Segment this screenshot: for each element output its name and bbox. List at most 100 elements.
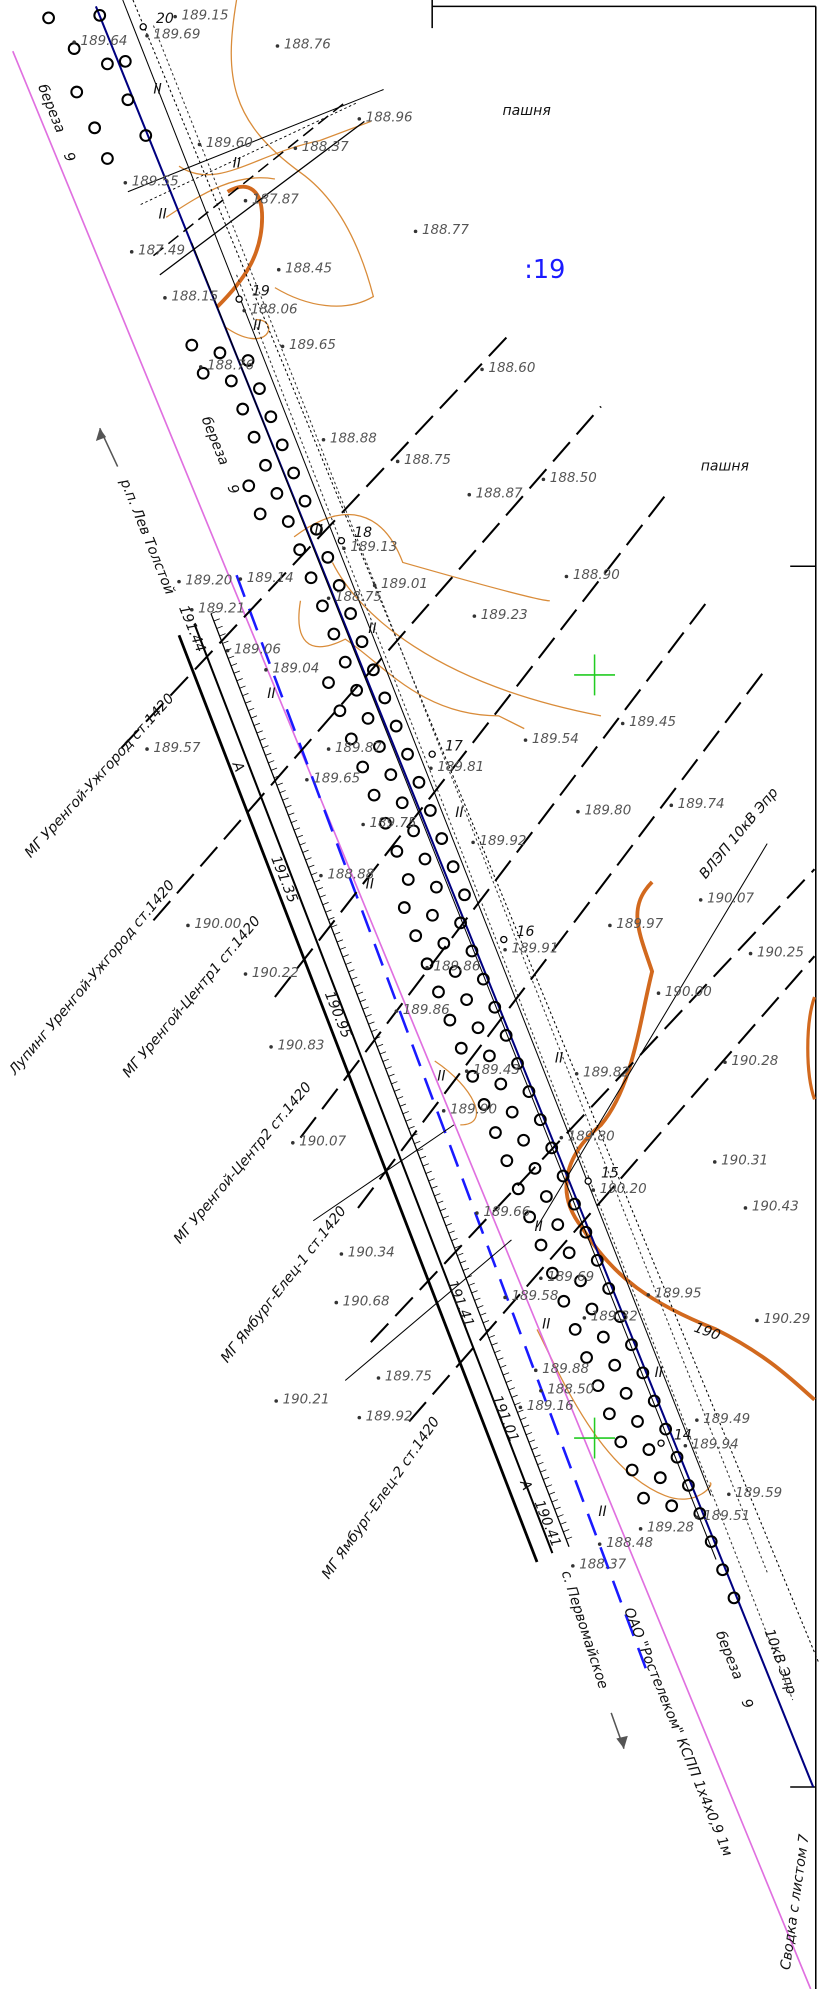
hatch-mark: II — [159, 207, 167, 223]
elevation-label: 189.94 — [692, 1437, 739, 1452]
elevation-label: 190.07 — [299, 1135, 346, 1150]
ruler-tick — [245, 700, 252, 704]
elevation-point — [571, 1564, 575, 1568]
tree — [642, 1443, 656, 1456]
ruler-tick — [560, 1521, 567, 1525]
elevation-point — [695, 1418, 699, 1422]
elevation-label: 189.21 — [198, 601, 245, 616]
elevation-label: 189.54 — [532, 732, 579, 747]
elevation-point — [608, 923, 612, 928]
tree — [499, 1029, 513, 1042]
tree — [395, 796, 409, 810]
elevation-label: 189.74 — [678, 797, 725, 812]
ruler-tick — [325, 909, 332, 913]
elevation-label: 189.69 — [547, 1270, 594, 1285]
tree — [471, 1021, 485, 1035]
elevation-point — [669, 803, 674, 808]
ruler-tick — [445, 1223, 452, 1227]
hatch-mark: II — [534, 1219, 542, 1235]
ruler-tick — [345, 961, 352, 965]
ruler-tick — [474, 1297, 481, 1301]
elevation-label: 189.86 — [433, 959, 480, 974]
elevation-point — [145, 34, 149, 38]
ruler-tick — [253, 722, 261, 726]
ruler-tick — [437, 1200, 444, 1204]
contour — [178, 120, 372, 176]
tree — [505, 1105, 519, 1119]
elevation-point — [539, 1388, 543, 1393]
elevation-point — [293, 146, 298, 151]
elevation-label: 188.15 — [171, 290, 218, 305]
ruler-tick — [339, 946, 346, 950]
tree — [574, 1274, 587, 1288]
contour — [230, 0, 375, 307]
contour — [536, 1329, 712, 1500]
ruler-tick — [316, 887, 324, 891]
elevation-point — [597, 1542, 602, 1546]
elevation-point — [723, 1060, 727, 1065]
tree — [429, 880, 443, 894]
elevation-point — [225, 648, 230, 653]
hatch-mark: II — [368, 621, 376, 637]
ruler-tick — [299, 842, 306, 846]
ruler-tick — [422, 1163, 430, 1167]
elevation-point — [475, 1211, 479, 1215]
tree — [407, 824, 420, 838]
elevation-point — [197, 142, 202, 147]
tree — [242, 479, 256, 493]
road-edge — [122, 0, 712, 1496]
ruler-tick — [239, 685, 246, 689]
elevation-label: 188.50 — [550, 471, 597, 486]
elevation-point — [173, 14, 177, 19]
ruler-tick — [531, 1447, 538, 1451]
tree — [625, 1338, 638, 1352]
tree — [432, 985, 445, 999]
elevation-label: 189.90 — [450, 1103, 497, 1118]
ruler-tick — [408, 1126, 415, 1130]
elevation-label: 190.00 — [665, 985, 712, 1000]
elevation-label: 190.68 — [343, 1294, 390, 1309]
ruler-tick — [250, 715, 258, 719]
ruler-tick — [213, 618, 220, 622]
field-label: пашня — [503, 103, 551, 119]
elevation-point — [342, 546, 346, 551]
ruler-tick — [528, 1439, 535, 1443]
tree — [384, 768, 398, 782]
elevation-point — [564, 574, 569, 579]
tree — [321, 550, 335, 564]
elevation-label: 189.60 — [206, 136, 253, 151]
elevation-label: 190.34 — [348, 1246, 395, 1261]
ruler-tick — [308, 864, 315, 868]
elevation-point — [274, 1399, 278, 1403]
station-label: 14 — [674, 1428, 692, 1444]
elevation-label: 190.83 — [277, 1039, 324, 1054]
elevation-label: 189.51 — [703, 1509, 750, 1524]
elevation-label: 189.91 — [511, 941, 558, 956]
elevation-label: 189.65 — [313, 771, 360, 786]
tree-count: 9 — [60, 150, 78, 164]
ruler-tick — [288, 812, 295, 816]
boundary-line — [12, 50, 812, 1989]
ruler-tick — [256, 730, 263, 734]
station-point — [235, 295, 243, 303]
station-label: 19 — [252, 283, 270, 299]
tree — [101, 152, 114, 165]
ruler-tick — [477, 1305, 484, 1309]
tree — [224, 374, 238, 388]
tree — [590, 1253, 604, 1267]
elevation-point — [123, 181, 128, 185]
elevation-label: 187.49 — [138, 244, 185, 259]
elevation-point — [129, 250, 134, 254]
tree — [67, 42, 81, 55]
elevation-label: 189.87 — [335, 741, 382, 756]
elevation-label: 190.43 — [752, 1200, 799, 1215]
elevation-label: 189.95 — [655, 1287, 702, 1302]
tree — [356, 760, 370, 774]
tree — [426, 908, 439, 922]
tree — [298, 494, 312, 508]
ruler-tick — [362, 1006, 369, 1010]
elevation-label: 189.86 — [403, 1003, 450, 1018]
contour — [216, 184, 265, 309]
ruler-tick — [394, 1088, 401, 1092]
